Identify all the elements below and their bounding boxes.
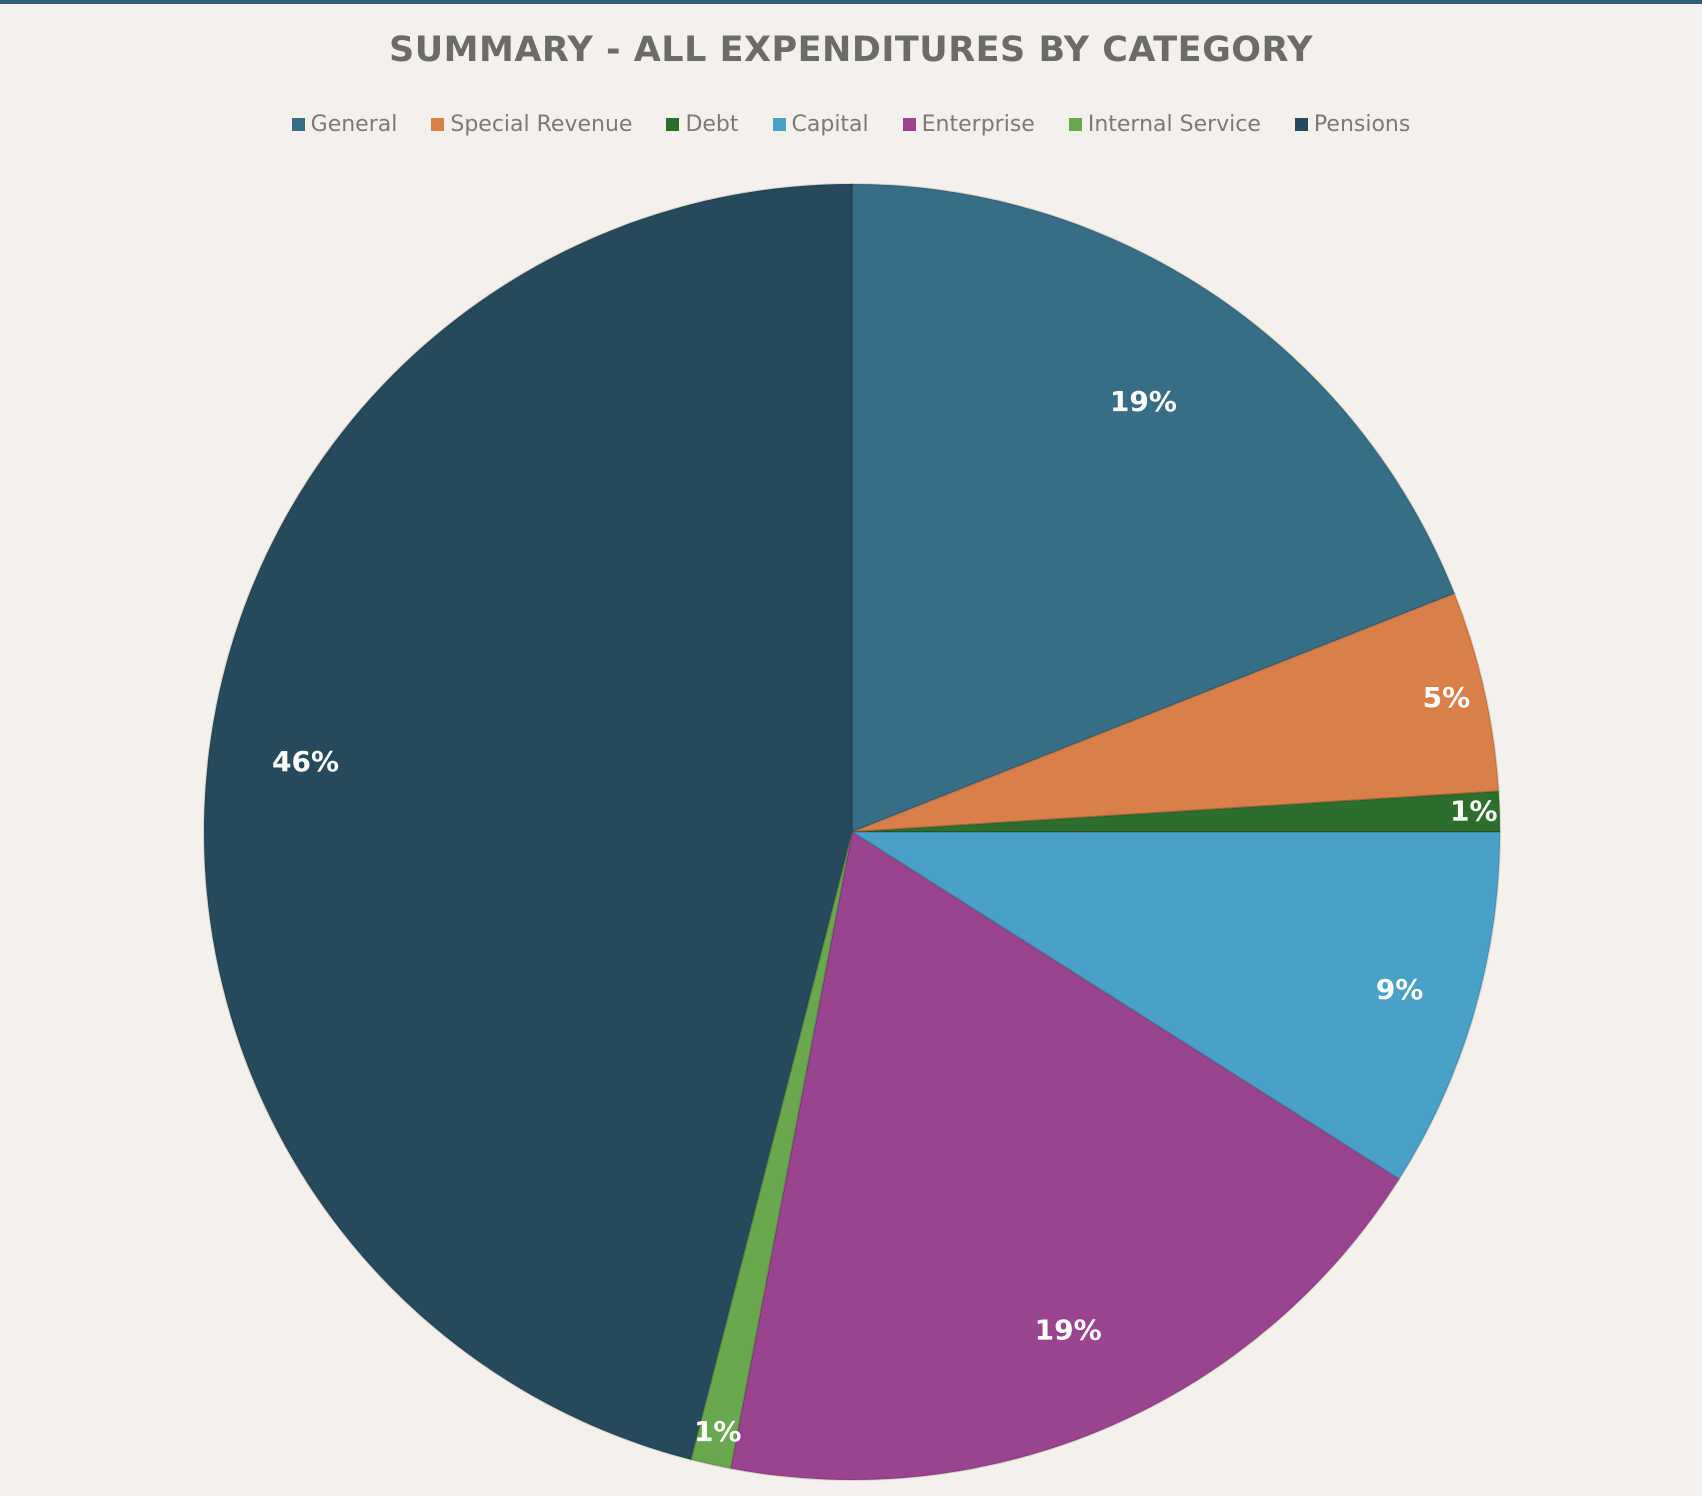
pie-slice-internal-service xyxy=(689,831,853,1470)
pie-slice-capital xyxy=(848,831,1502,1181)
legend-item-enterprise: Enterprise xyxy=(902,112,1035,137)
pie-slice-debt xyxy=(851,790,1502,833)
legend-label: Pensions xyxy=(1313,112,1411,137)
legend-label: Capital xyxy=(791,112,869,137)
pie-labels: 19% 5% 1% 9% 19% 1% 46% xyxy=(272,385,1498,1448)
legend-swatch xyxy=(1294,118,1308,131)
data-label-pensions: 46% xyxy=(272,745,339,778)
legend-swatch xyxy=(291,118,305,131)
legend-item-internal-service: Internal Service xyxy=(1068,112,1261,137)
legend-item-special-revenue: Special Revenue xyxy=(431,112,632,137)
pie-slice-pensions xyxy=(203,182,853,1461)
legend-swatch xyxy=(772,118,786,131)
data-label-general: 19% xyxy=(1110,385,1177,418)
legend-item-general: General xyxy=(291,112,398,137)
data-label-enterprise: 19% xyxy=(1035,1314,1102,1347)
chart-title: SUMMARY - ALL EXPENDITURES BY CATEGORY xyxy=(389,30,1313,70)
legend-swatch xyxy=(1068,118,1082,131)
legend-swatch xyxy=(431,118,445,131)
data-label-internal-service: 1% xyxy=(694,1415,742,1448)
pie-slices xyxy=(203,182,1502,1481)
legend-item-pensions: Pensions xyxy=(1294,112,1411,137)
legend-label: Debt xyxy=(685,112,739,137)
legend-item-debt: Debt xyxy=(666,112,739,137)
data-label-debt: 1% xyxy=(1450,794,1498,827)
legend-label: Special Revenue xyxy=(450,112,633,137)
pie-slice-enterprise xyxy=(729,830,1401,1481)
data-label-special-revenue: 5% xyxy=(1423,681,1471,714)
legend: General Special Revenue Debt Capital Ent… xyxy=(0,112,1702,137)
data-label-capital: 9% xyxy=(1376,973,1424,1006)
top-border xyxy=(0,0,1702,4)
legend-label: Enterprise xyxy=(921,112,1035,137)
legend-swatch xyxy=(666,118,680,131)
legend-label: Internal Service xyxy=(1087,112,1261,137)
pie-slice-special-revenue xyxy=(851,592,1500,833)
legend-item-capital: Capital xyxy=(772,112,869,137)
legend-label: General xyxy=(310,112,398,137)
pie-slice-general xyxy=(851,182,1456,834)
legend-swatch xyxy=(902,118,916,131)
